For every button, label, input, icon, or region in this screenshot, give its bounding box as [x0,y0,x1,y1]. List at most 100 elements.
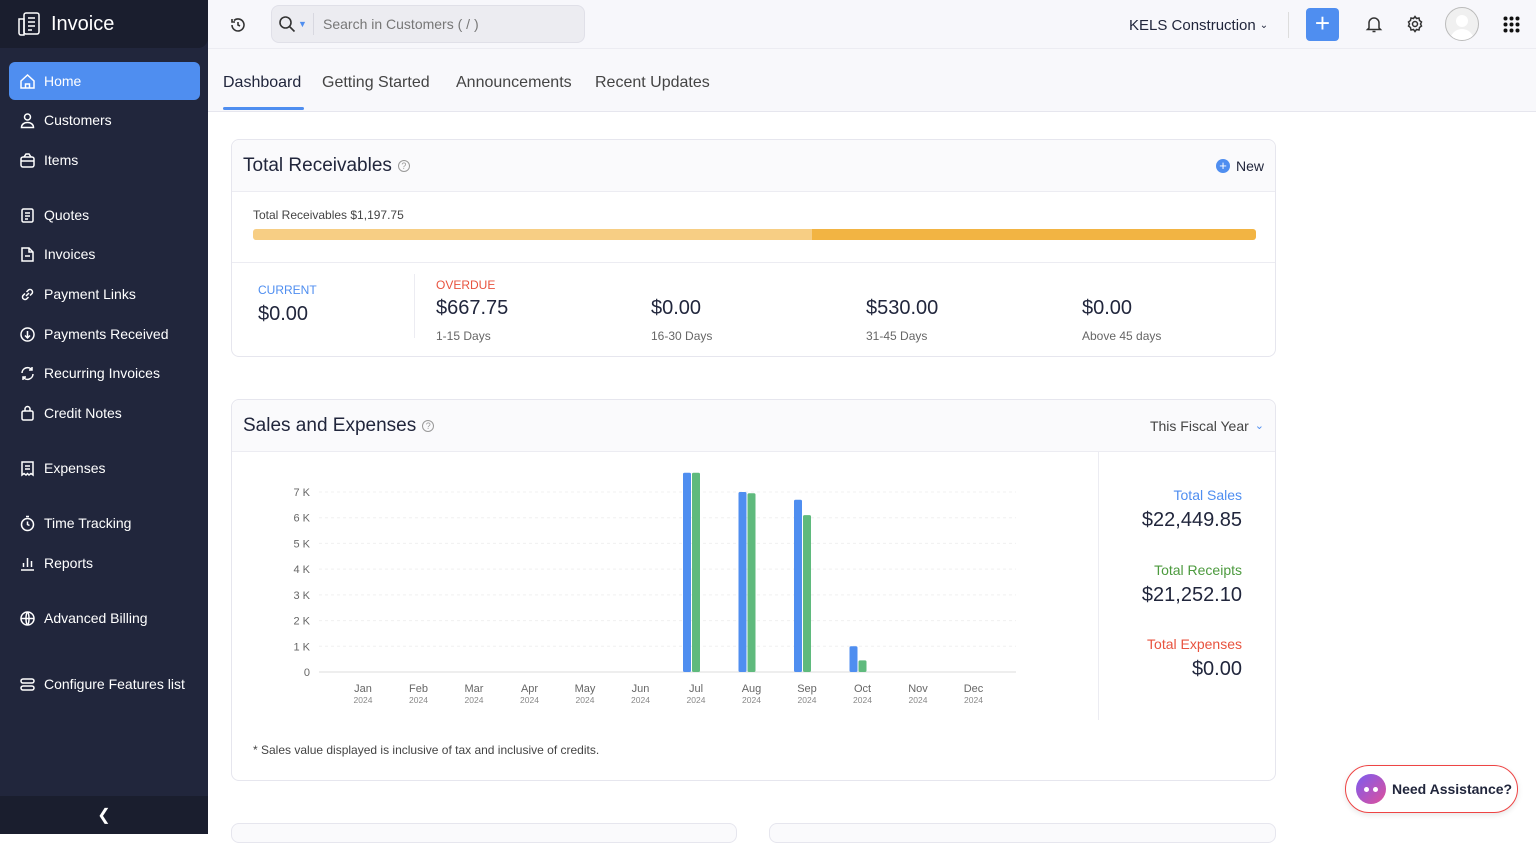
active-tab-indicator [223,107,304,110]
tab-announcements[interactable]: Announcements [456,74,572,91]
card-title: Sales and Expenses [243,414,417,436]
bar-receipts-sep [803,515,811,672]
x-tick-year: 2024 [465,695,484,705]
tab-recent-updates[interactable]: Recent Updates [595,74,710,91]
card-title: Total Receivables [243,154,392,176]
sidebar-item-expenses[interactable]: Expenses [9,449,200,487]
notification-bell-icon[interactable] [1365,15,1383,33]
collapse-sidebar-button[interactable]: ❮ [0,796,208,834]
sidebar-item-recurring-invoices[interactable]: Recurring Invoices [9,354,200,392]
bar-sales-oct [849,646,858,672]
settings-gear-icon[interactable] [1406,15,1424,33]
bar-sales-aug [738,492,747,672]
recent-history-icon[interactable] [229,16,247,34]
sidebar-item-label: Advanced Billing [44,610,148,626]
total-expenses-label: Total Expenses [1147,636,1242,652]
sidebar-item-label: Payment Links [44,286,136,302]
x-tick-label: Mar [465,683,484,695]
bar-sales-sep [794,499,802,672]
y-tick-label: 2 K [293,616,310,628]
divider [1098,452,1099,720]
sidebar-item-credit-notes[interactable]: Credit Notes [9,394,200,432]
tab-dashboard[interactable]: Dashboard [223,74,302,91]
receivables-bar-segment [253,229,813,240]
divider [232,262,1275,263]
app-title: Invoice [51,12,115,35]
help-icon[interactable]: ? [422,419,435,432]
y-tick-label: 7 K [293,487,310,499]
organization-switcher[interactable]: KELS Construction ⌄ [1129,17,1268,34]
need-assistance-label: Need Assistance? [1392,781,1513,797]
y-tick-label: 0 [304,667,310,679]
period-dropdown[interactable]: This Fiscal Year ⌄ [1150,418,1264,434]
bar-chart-icon [21,557,34,571]
help-icon[interactable]: ? [397,159,410,172]
x-tick-label: Feb [409,683,428,695]
search-input[interactable]: Search in Customers ( / ) [323,16,479,32]
x-tick-label: Oct [854,683,871,695]
basket-icon [20,152,35,168]
sidebar-item-quotes[interactable]: Quotes [9,196,200,234]
sidebar-item-label: Home [44,73,82,89]
current-label: CURRENT [258,283,317,297]
document-icon [21,246,34,262]
x-tick-label: Jan [354,683,372,695]
quote-icon [21,207,34,223]
recurring-icon [21,366,34,380]
bucket-amount: $530.00 [866,297,939,319]
sidebar-item-configure-features-list[interactable]: Configure Features list [9,665,200,703]
sidebar-item-time-tracking[interactable]: Time Tracking [9,504,200,542]
user-avatar[interactable] [1445,7,1479,41]
overdue-bucket: $530.00 31-45 Days [866,297,938,343]
link-icon [21,288,34,300]
sidebar-item-label: Credit Notes [44,405,122,421]
divider [1288,12,1289,38]
bucket-label: 31-45 Days [866,329,928,343]
overdue-bucket: $667.75 1-15 Days [436,297,508,343]
x-tick-year: 2024 [354,695,373,705]
total-receivables-card: Total Receivables? + New Total Receivable… [231,139,1276,357]
quick-create-button[interactable]: + [1306,8,1339,41]
sidebar-item-payment-links[interactable]: Payment Links [9,275,200,313]
sidebar-item-invoices[interactable]: Invoices [9,235,200,273]
sidebar-item-label: Configure Features list [44,676,185,692]
search-icon[interactable]: ▼ [272,13,314,35]
x-tick-label: Jul [689,683,703,695]
top-bar: ▼ Search in Customers ( / ) KELS Constru… [208,0,1536,49]
card-header: Sales and Expenses? This Fiscal Year ⌄ [232,400,1275,452]
search-bar[interactable]: ▼ Search in Customers ( / ) [271,5,585,43]
sidebar-item-label: Items [44,152,79,168]
sidebar-item-advanced-billing[interactable]: Advanced Billing [9,599,200,637]
new-receivable-button[interactable]: + New [1215,157,1264,174]
app-grid-icon[interactable] [1503,16,1520,33]
app-brand[interactable]: Invoice [0,0,208,48]
configure-icon [20,677,35,691]
x-tick-label: Apr [521,683,538,695]
sidebar-item-customers[interactable]: Customers [9,101,200,139]
x-tick-year: 2024 [909,695,928,705]
x-tick-year: 2024 [798,695,817,705]
need-assistance-button[interactable]: Need Assistance? [1345,765,1518,813]
new-label: New [1235,157,1264,174]
x-tick-label: Sep [797,683,817,695]
x-tick-year: 2024 [742,695,761,705]
overdue-bucket: $0.00 16-30 Days [651,297,712,343]
bar-receipts-jul [692,472,700,672]
overdue-label: OVERDUE [436,278,496,292]
total-receipts-stat: Total Receipts $21,252.10 [1142,562,1242,607]
bar-receipts-oct [858,660,867,672]
sales-expenses-card: Sales and Expenses? This Fiscal Year ⌄ 0 1… [231,399,1276,781]
sidebar-item-home[interactable]: Home [9,62,200,100]
sidebar-item-payments-received[interactable]: Payments Received [9,315,200,353]
sidebar-item-label: Time Tracking [44,515,132,531]
sidebar-item-items[interactable]: Items [9,141,200,179]
total-receipts-value: $21,252.10 [1141,584,1242,606]
bar-receipts-aug [747,493,756,672]
total-sales-label: Total Sales [1173,487,1242,503]
sidebar-item-reports[interactable]: Reports [9,544,200,582]
y-tick-label: 5 K [293,538,310,550]
tab-getting-started[interactable]: Getting Started [322,74,430,91]
x-tick-label: Jun [632,683,650,695]
sidebar-item-label: Customers [44,112,112,128]
period-value: This Fiscal Year [1149,417,1249,434]
